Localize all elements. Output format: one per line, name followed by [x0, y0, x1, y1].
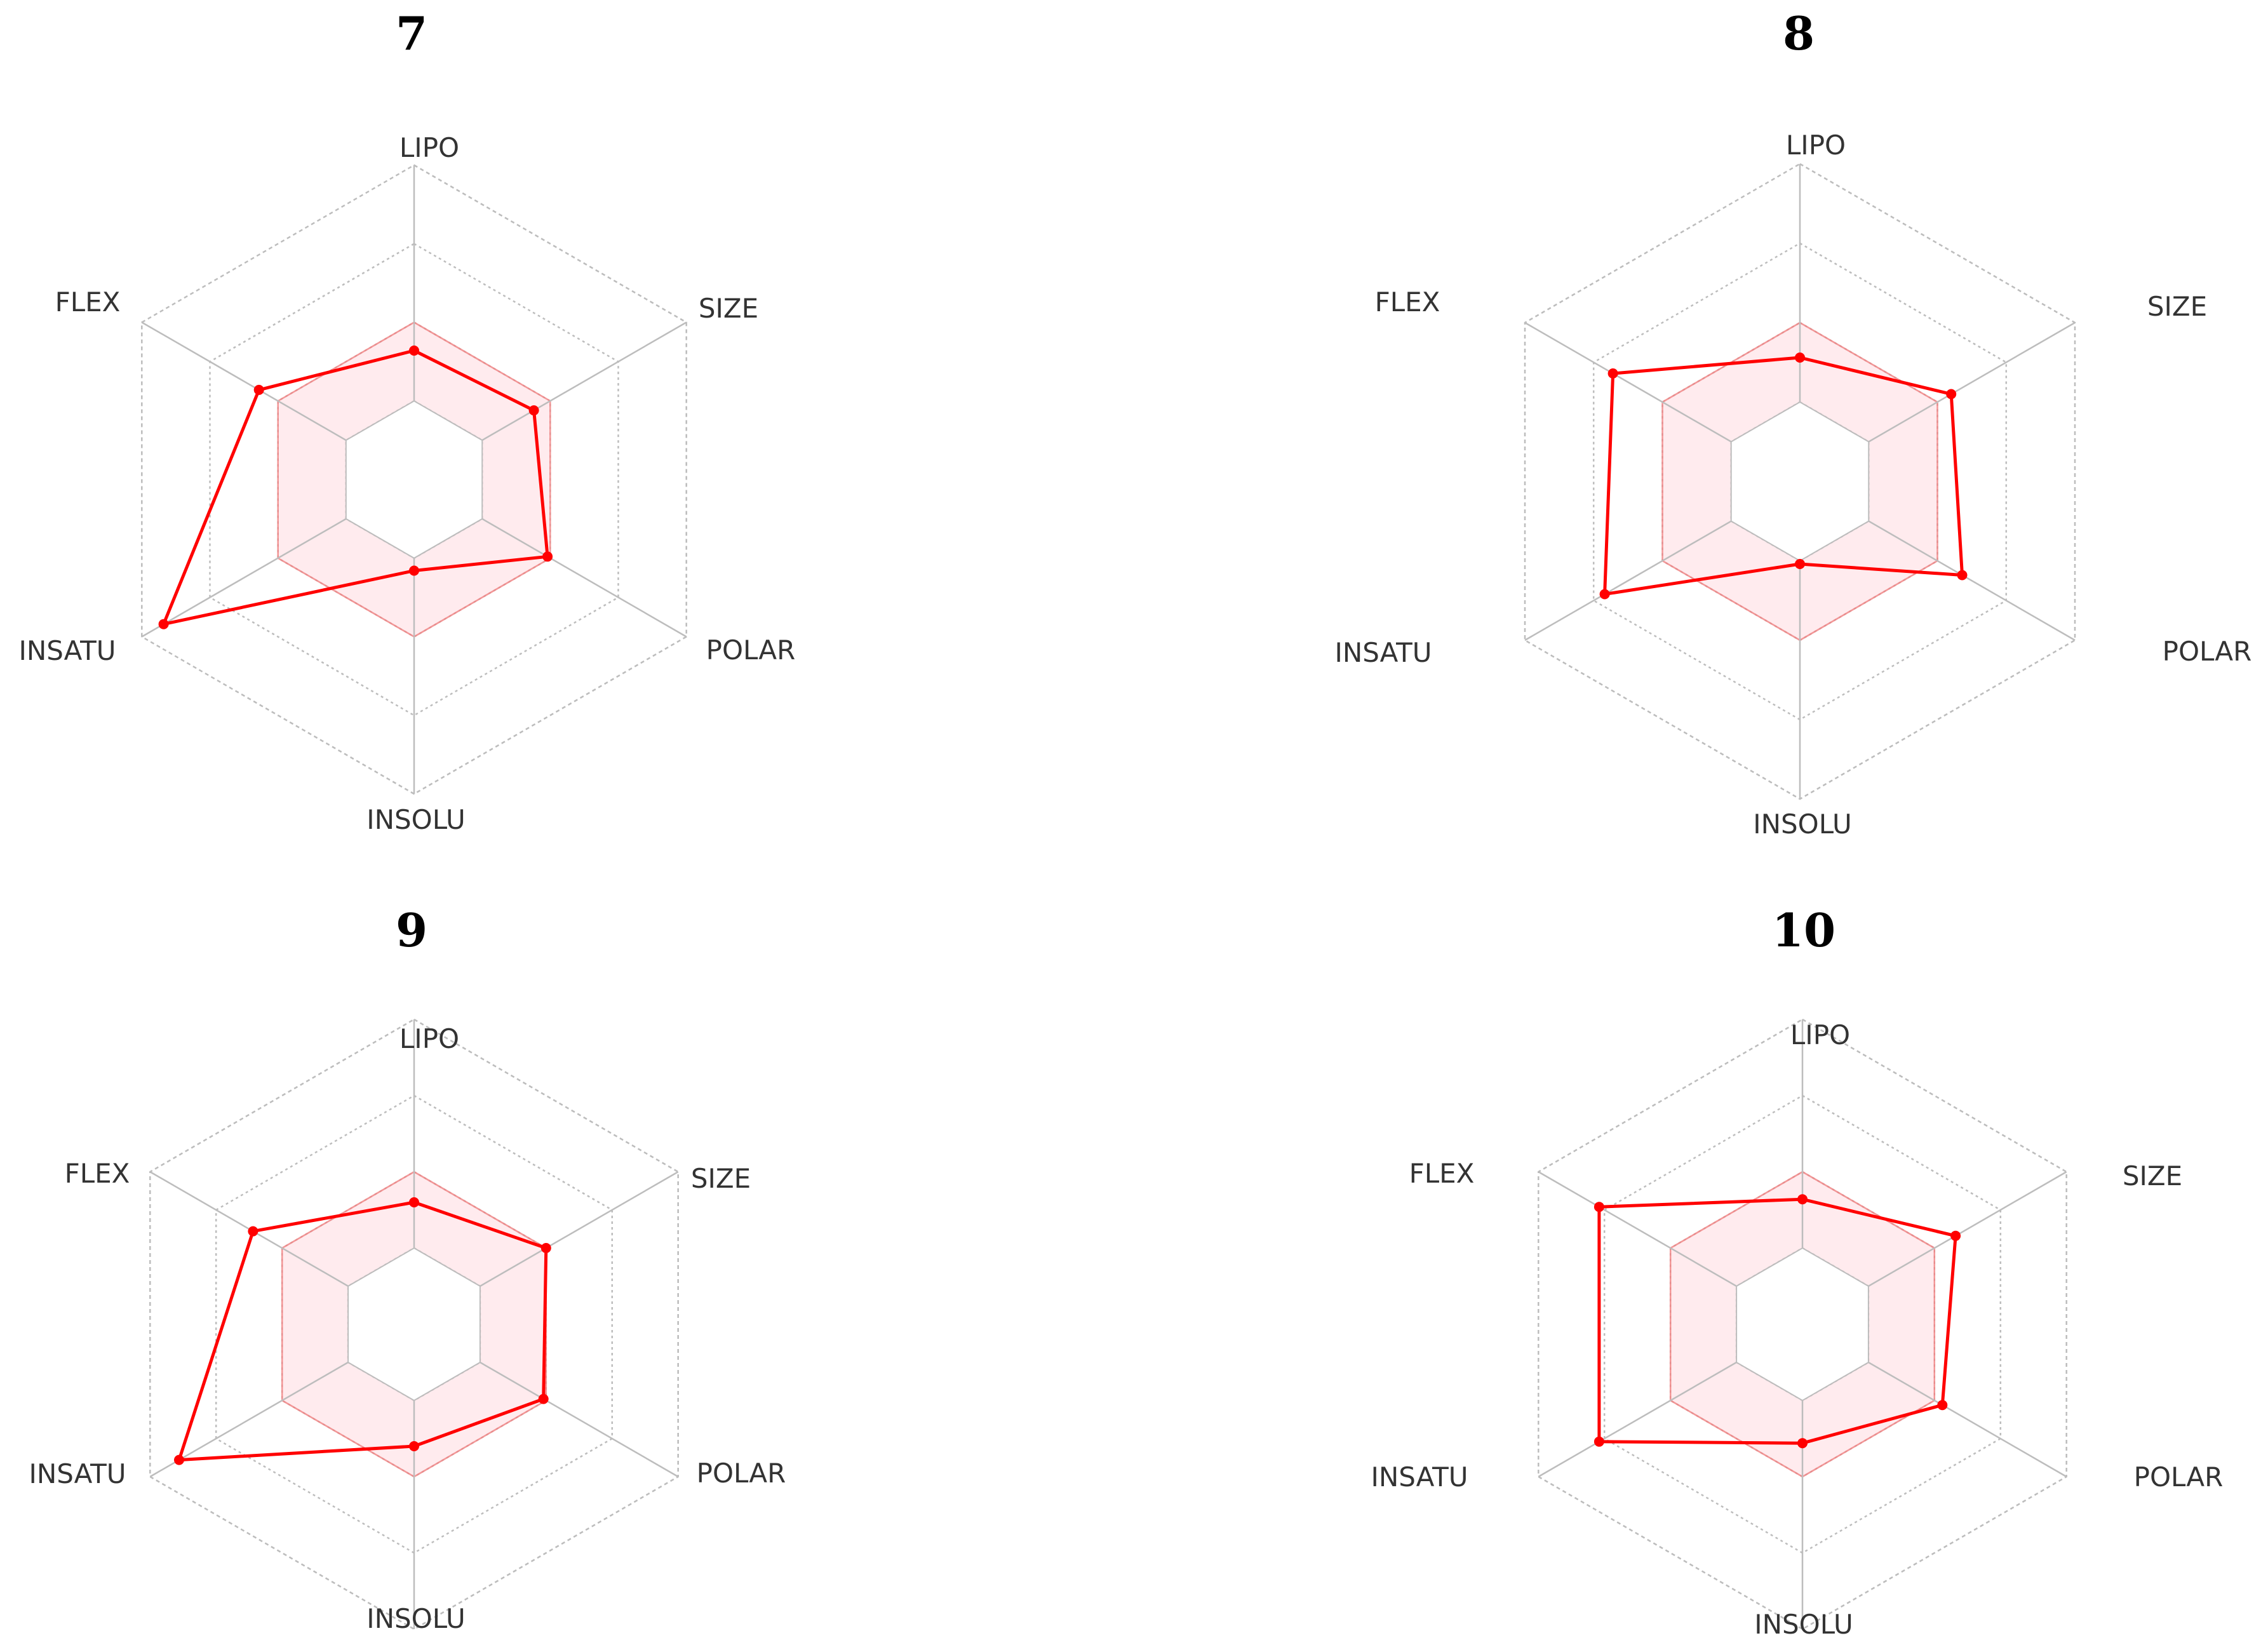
- inner-hexagon: [345, 400, 483, 559]
- axis-label-insolu: INSOLU: [1754, 1609, 1853, 1640]
- panel-title: 8: [1783, 6, 1815, 60]
- radar-panel: 7 LIPO SIZE POLAR INSOLU INSATU FLEX: [18, 6, 795, 835]
- axis-label-lipo: LIPO: [1786, 130, 1846, 161]
- data-point: [1797, 1438, 1808, 1449]
- radar-panel: 8 LIPO SIZE POLAR INSOLU INSATU FLEX: [1334, 6, 2251, 840]
- axis-label-polar: POLAR: [697, 1458, 786, 1489]
- data-point: [528, 405, 539, 416]
- data-point: [409, 346, 419, 356]
- optimal-range-band: [1670, 1172, 1935, 1477]
- inner-hexagon: [1736, 1247, 1869, 1402]
- data-point: [1946, 389, 1957, 399]
- data-point: [158, 619, 169, 629]
- data-point: [409, 1441, 419, 1451]
- data-point: [1797, 1194, 1808, 1205]
- data-point: [1950, 1230, 1961, 1241]
- data-point: [1795, 352, 1805, 363]
- axis-label-size: SIZE: [2123, 1160, 2182, 1192]
- axis-label-lipo: LIPO: [1790, 1019, 1850, 1051]
- axis-label-flex: FLEX: [55, 286, 121, 318]
- data-point: [542, 551, 553, 562]
- panel-title: 7: [396, 6, 427, 60]
- data-point: [1795, 559, 1805, 569]
- data-point: [1599, 589, 1610, 600]
- data-point: [253, 384, 264, 395]
- optimal-range-band: [1662, 323, 1938, 640]
- panel-title: 9: [396, 903, 427, 957]
- axis-label-insolu: INSOLU: [1753, 809, 1852, 840]
- data-point: [1607, 368, 1618, 379]
- axis-label-flex: FLEX: [65, 1158, 130, 1189]
- optimal-range-band: [282, 1172, 546, 1477]
- axis-label-lipo: LIPO: [399, 1023, 459, 1054]
- radar-plot-area: [1538, 1018, 2067, 1630]
- axis-label-insatu: INSATU: [18, 635, 116, 666]
- axis-label-lipo: LIPO: [399, 132, 459, 163]
- data-point: [409, 1197, 419, 1207]
- axis-label-polar: POLAR: [706, 634, 796, 666]
- axis-label-insolu: INSOLU: [366, 804, 466, 835]
- data-point: [248, 1226, 258, 1237]
- axis-label-insatu: INSATU: [1371, 1461, 1468, 1493]
- axis-label-flex: FLEX: [1375, 286, 1440, 318]
- axis-label-size: SIZE: [699, 293, 758, 324]
- data-point: [1594, 1202, 1604, 1212]
- data-point: [174, 1454, 184, 1465]
- axis-label-insatu: INSATU: [29, 1458, 126, 1489]
- axis-label-insolu: INSOLU: [366, 1603, 466, 1634]
- panel-title: 10: [1772, 903, 1835, 957]
- data-point: [1957, 570, 1968, 581]
- axis-label-polar: POLAR: [2163, 636, 2252, 667]
- radar-panel: 9 LIPO SIZE POLAR INSOLU INSATU FLEX: [29, 903, 786, 1634]
- data-point: [409, 565, 419, 576]
- axis-label-size: SIZE: [691, 1163, 751, 1194]
- data-point: [1937, 1400, 1948, 1411]
- data-point: [540, 1243, 551, 1253]
- optimal-range-band: [278, 322, 551, 637]
- radar-panel: 10 LIPO SIZE POLAR INSOLU INSATU FLEX: [1371, 903, 2223, 1640]
- radar-plot-area: [141, 164, 687, 795]
- data-point: [1594, 1436, 1604, 1447]
- axis-label-flex: FLEX: [1409, 1158, 1475, 1189]
- axis-label-insatu: INSATU: [1334, 637, 1432, 668]
- axis-label-size: SIZE: [2147, 291, 2207, 322]
- data-point: [538, 1393, 549, 1404]
- axis-label-polar: POLAR: [2134, 1461, 2224, 1493]
- inner-hexagon: [347, 1247, 481, 1402]
- radar-plot-area: [149, 1018, 679, 1630]
- radar-plot-area: [1524, 163, 2076, 800]
